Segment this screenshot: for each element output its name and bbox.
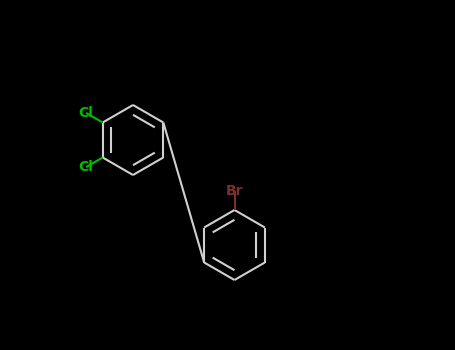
Text: Cl: Cl [79, 160, 93, 174]
Text: Cl: Cl [79, 106, 93, 120]
Text: Br: Br [226, 184, 243, 198]
